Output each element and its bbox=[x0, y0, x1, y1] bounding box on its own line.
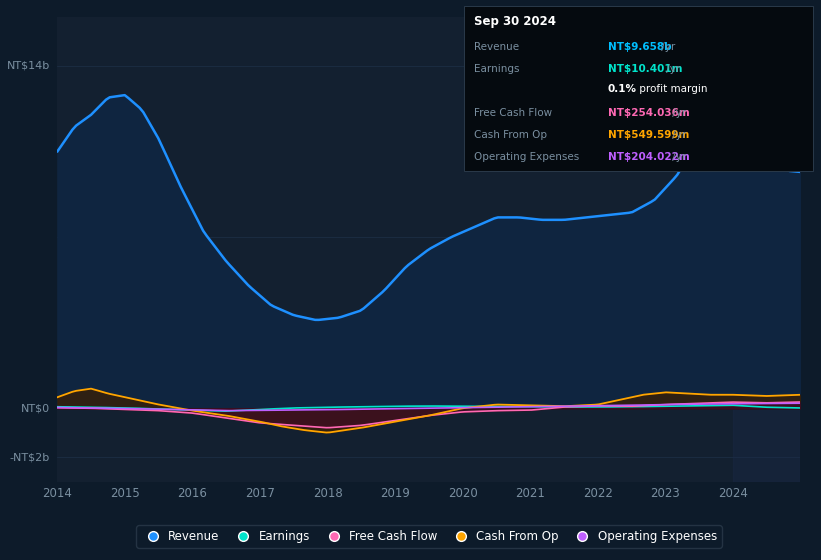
Text: NT$0: NT$0 bbox=[21, 403, 50, 413]
Text: Operating Expenses: Operating Expenses bbox=[474, 152, 579, 162]
Text: NT$204.022m: NT$204.022m bbox=[608, 152, 690, 162]
Text: Revenue: Revenue bbox=[474, 41, 519, 52]
Text: 0.1%: 0.1% bbox=[608, 83, 636, 94]
Text: /yr: /yr bbox=[669, 130, 686, 140]
Text: Cash From Op: Cash From Op bbox=[474, 130, 547, 140]
Text: Sep 30 2024: Sep 30 2024 bbox=[474, 16, 556, 29]
Text: /yr: /yr bbox=[658, 41, 675, 52]
Text: /yr: /yr bbox=[669, 108, 686, 118]
Legend: Revenue, Earnings, Free Cash Flow, Cash From Op, Operating Expenses: Revenue, Earnings, Free Cash Flow, Cash … bbox=[136, 525, 722, 548]
Text: NT$549.599m: NT$549.599m bbox=[608, 130, 689, 140]
Text: NT$14b: NT$14b bbox=[7, 60, 50, 71]
Bar bbox=[733, 17, 800, 482]
Text: -NT$2b: -NT$2b bbox=[10, 452, 50, 462]
Text: Free Cash Flow: Free Cash Flow bbox=[474, 108, 552, 118]
Text: NT$9.658b: NT$9.658b bbox=[608, 41, 671, 52]
Text: profit margin: profit margin bbox=[636, 83, 708, 94]
Text: Earnings: Earnings bbox=[474, 64, 519, 74]
Text: /yr: /yr bbox=[663, 64, 681, 74]
Text: NT$254.036m: NT$254.036m bbox=[608, 108, 690, 118]
Text: NT$10.401m: NT$10.401m bbox=[608, 64, 682, 74]
Text: /yr: /yr bbox=[669, 152, 686, 162]
